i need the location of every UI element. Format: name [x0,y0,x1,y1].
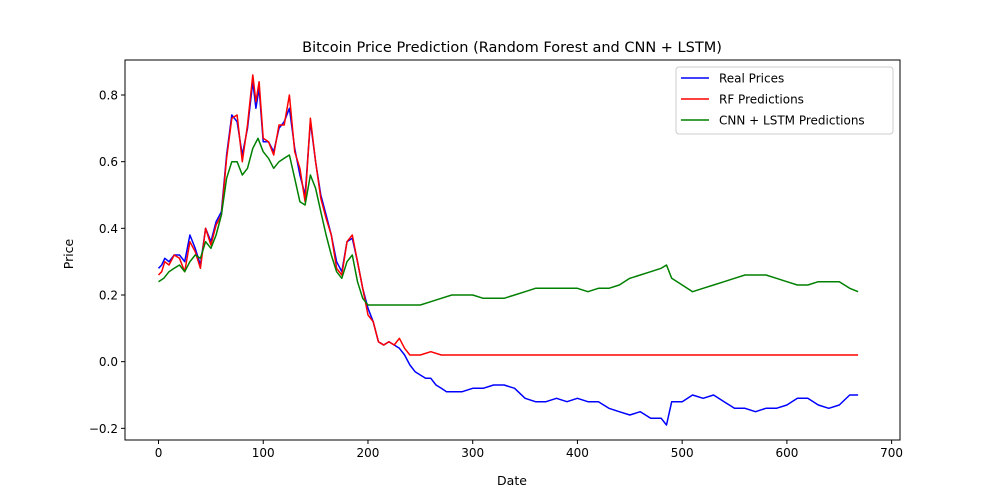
y-tick-label: 0.0 [99,355,118,369]
x-tick-label: 500 [671,446,694,460]
y-tick-label: 0.4 [99,222,118,236]
y-tick-label: 0.6 [99,155,118,169]
x-tick-label: 700 [880,446,903,460]
series-line-2 [158,137,859,306]
x-tick-label: 200 [357,446,380,460]
x-tick-label: 300 [461,446,484,460]
series-line-1 [157,74,859,356]
legend-label-1: RF Predictions [719,93,804,107]
x-axis: 0 100 200 300 400 500 600 700 [155,440,903,460]
y-tick-label: −0.2 [89,422,118,436]
plot-frame [124,59,901,441]
legend-box [675,66,894,135]
x-tick-label: 0 [155,446,163,460]
chart-title: Bitcoin Price Prediction (Random Forest … [302,40,722,56]
y-tick-label: 0.2 [99,289,118,303]
x-tick-label: 400 [566,446,589,460]
x-tick-label: 600 [775,446,798,460]
y-tick-label: 0.8 [99,89,118,103]
x-tick-label: 100 [252,446,275,460]
series-layer [157,74,859,426]
y-axis: −0.2 0.0 0.2 0.4 0.6 0.8 [89,89,125,436]
legend-label-0: Real Prices [719,72,784,86]
legend: Real Prices RF Predictions CNN + LSTM Pred… [675,66,894,135]
x-axis-label: Date [497,473,527,488]
legend-label-2: CNN + LSTM Predictions [719,114,865,128]
y-axis-label: Price [61,238,76,269]
